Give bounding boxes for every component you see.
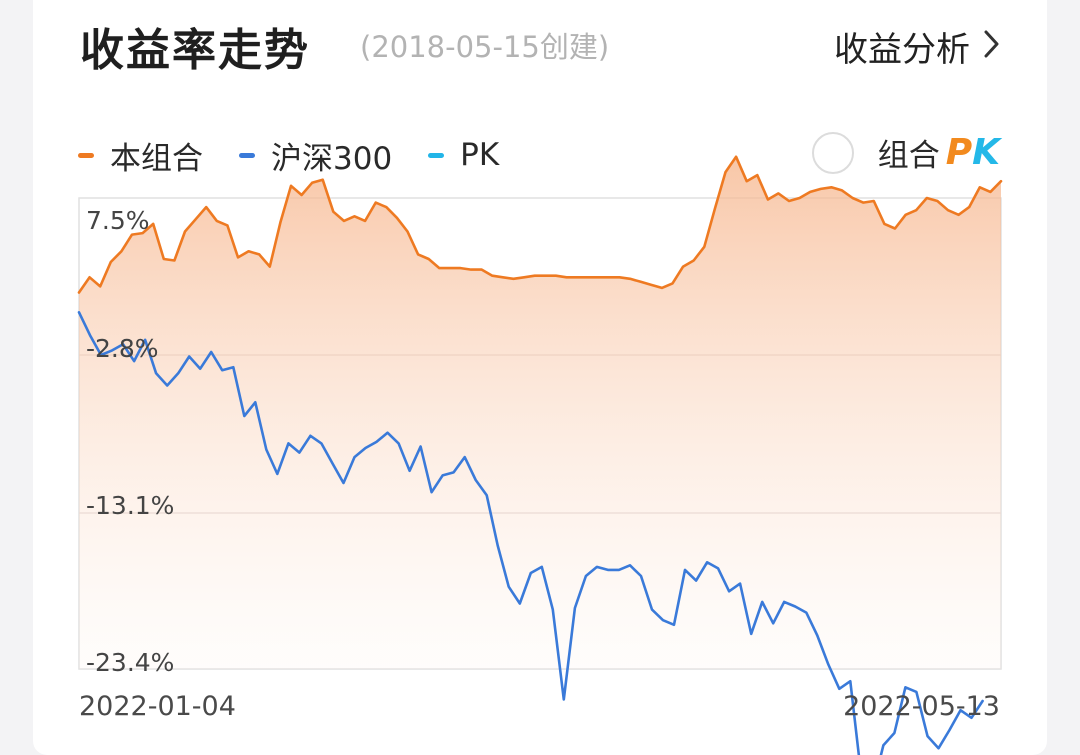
legend-item-portfolio: 本组合 — [78, 133, 203, 178]
legend-label: PK — [460, 137, 500, 173]
y-tick-label: 7.5% — [86, 206, 150, 235]
legend-label: 本组合 — [110, 140, 203, 177]
portfolio-pk-toggle[interactable]: 组合 PK — [811, 130, 1000, 175]
y-tick-label: -13.1% — [86, 491, 174, 520]
y-tick-label: -23.4% — [86, 648, 174, 677]
page-title: 收益率走势 — [80, 25, 310, 76]
x-axis-start-label: 2022-01-04 — [79, 691, 236, 722]
series-area-portfolio — [79, 156, 1001, 670]
legend-swatch — [239, 152, 255, 158]
x-axis-end-label: 2022-05-13 — [843, 691, 1000, 722]
chart-legend: 本组合 沪深300 PK — [78, 133, 499, 177]
legend-label: 沪深300 — [271, 140, 393, 177]
legend-swatch — [78, 152, 94, 158]
legend-item-csi300: 沪深300 — [239, 133, 392, 178]
pk-radio[interactable] — [811, 131, 854, 174]
created-date: (2018-05-15创建) — [360, 30, 610, 64]
legend-swatch — [428, 152, 445, 158]
pk-toggle-label: 组合 — [877, 138, 940, 174]
series-line-csi300 — [77, 311, 984, 755]
legend-item-pk: PK — [428, 137, 499, 173]
analysis-label: 收益分析 — [834, 30, 970, 70]
y-tick-label: -2.8% — [86, 334, 159, 363]
analysis-link[interactable]: 收益分析 — [834, 22, 1000, 71]
series-line-portfolio — [77, 155, 1003, 294]
pk-logo: PK — [945, 132, 1000, 173]
chevron-right-icon — [984, 27, 1000, 67]
